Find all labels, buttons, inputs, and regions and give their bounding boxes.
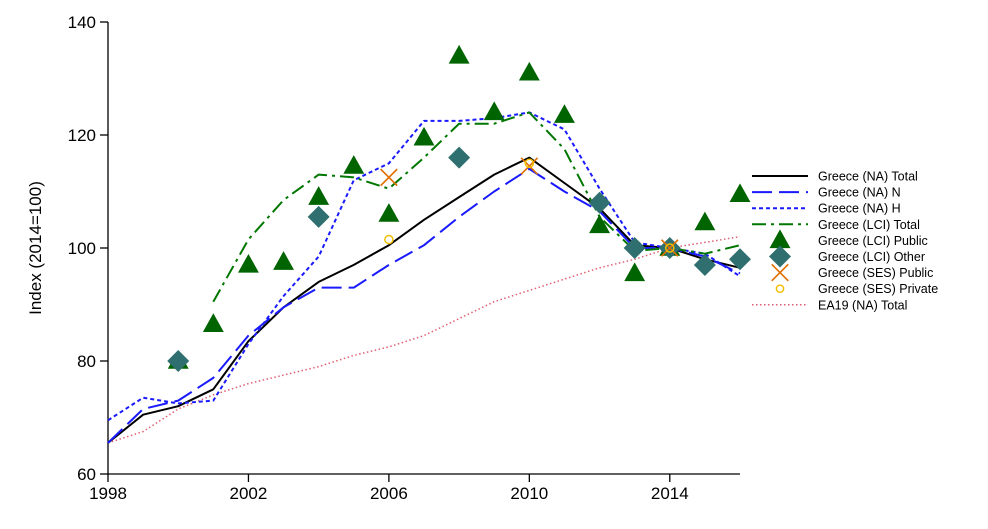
data-point-greece-lci-public [343,155,365,174]
y-tick-label: 80 [77,352,96,371]
legend-swatch-greece-ses-public [771,263,789,282]
data-point-greece-ses-private [384,234,394,245]
axes: 60 80 100 120 140 1998 2002 2006 2010 2014 [68,13,740,503]
legend-swatch-greece-lci-other [769,245,791,268]
data-point-greece-ses-public [660,239,679,257]
data-point-greece-lci-public [624,262,646,282]
y-tick-label: 120 [68,126,96,145]
x-tick-label: 1998 [89,484,127,503]
x-tick-label: 2014 [651,484,689,503]
series-line-ea19-na-total [107,235,741,444]
legend-label-greece-lci-other: Greece (LCI) Other [818,250,925,264]
legend-swatch-greece-ses-private [775,284,785,294]
data-point-greece-ses-public [520,157,539,175]
data-point-greece-lci-public [483,101,505,121]
data-point-greece-lci-public [729,183,751,203]
x-tick-label: 2010 [510,484,548,503]
data-point-greece-lci-public [202,313,224,332]
data-point-greece-lci-public [448,44,470,64]
legend-label-greece-ses-private: Greece (SES) Private [818,282,938,296]
data-point-greece-lci-other [167,350,190,372]
legend: Greece (NA) Total Greece (NA) N Greece (NA… [752,170,938,312]
legend-swatch-greece-lci-public [769,229,791,249]
data-point-greece-lci-public [553,104,575,123]
y-tick-label: 100 [68,239,96,258]
data-point-greece-lci-public [413,126,435,146]
data-point-greece-lci-public [237,253,259,273]
plot-area [107,44,751,444]
data-point-greece-ses-private [664,243,675,253]
y-tick-label: 60 [77,465,96,484]
data-point-greece-lci-other [448,146,471,169]
series-line-greece-lci-total [212,111,741,303]
legend-label-greece-na-n: Greece (NA) N [818,186,901,200]
legend-label-ea19-na-total: EA19 (NA) Total [818,298,907,312]
data-point-greece-lci-public [273,251,295,270]
data-point-greece-lci-public [694,211,716,231]
y-axis-title: Index (2014=100) [26,181,45,315]
data-point-greece-ses-private [524,158,535,169]
x-tick-label: 2006 [370,484,408,503]
data-point-greece-lci-public [589,214,611,234]
series-line-greece-na-h [107,111,741,422]
legend-label-greece-na-h: Greece (NA) H [818,202,901,216]
data-point-greece-lci-other [729,248,751,271]
data-point-greece-lci-other [307,205,330,228]
legend-label-greece-ses-public: Greece (SES) Public [818,266,933,280]
data-point-greece-lci-other [588,191,611,214]
series-line-greece-na-n [107,167,741,444]
data-point-greece-lci-other [623,237,646,259]
series-line-greece-na-total [107,156,741,444]
data-point-greece-lci-public [518,61,540,81]
data-point-greece-ses-public [380,168,398,187]
data-point-greece-lci-other [693,253,716,276]
legend-label-greece-lci-public: Greece (LCI) Public [818,234,928,248]
legend-label-greece-lci-total: Greece (LCI) Total [818,218,920,232]
data-point-greece-lci-public [378,203,400,222]
x-tick-label: 2002 [230,484,268,503]
legend-label-greece-na-total: Greece (NA) Total [818,170,918,184]
data-point-greece-lci-public [308,186,330,205]
y-tick-label: 140 [68,13,96,32]
